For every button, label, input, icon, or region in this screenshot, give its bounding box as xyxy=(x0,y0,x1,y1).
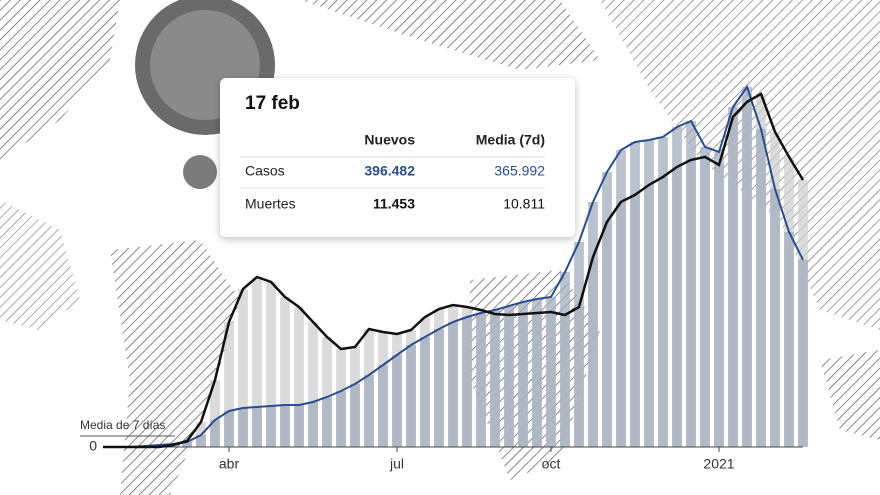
bar xyxy=(378,364,388,447)
bar xyxy=(756,129,766,447)
bar xyxy=(532,298,542,447)
bar xyxy=(322,397,332,447)
bar xyxy=(574,241,584,447)
row-label: Muertes xyxy=(245,196,296,212)
bar xyxy=(392,354,402,447)
bar xyxy=(742,86,752,448)
bar xyxy=(728,107,738,448)
bar xyxy=(364,375,374,447)
bar xyxy=(322,336,332,447)
tooltip-title: 17 feb xyxy=(245,93,300,114)
bar xyxy=(602,172,612,447)
column-header: Nuevos xyxy=(364,132,415,148)
bar xyxy=(266,405,276,447)
bar xyxy=(462,316,472,447)
bar xyxy=(294,306,304,447)
bar xyxy=(658,136,668,447)
x-tick-label: jul xyxy=(389,456,404,472)
x-tick-label: 2021 xyxy=(703,456,734,472)
bar xyxy=(714,152,724,448)
bar xyxy=(448,322,458,447)
cell: 365.992 xyxy=(494,163,545,179)
line xyxy=(103,92,805,449)
bar xyxy=(336,391,346,447)
bar xyxy=(182,441,192,447)
bar xyxy=(280,404,290,447)
tooltip: 17 feb Nuevos Media (7d) Casos 396.482 3… xyxy=(220,78,575,237)
cell: 396.482 xyxy=(364,163,415,179)
bar xyxy=(672,127,682,447)
bar xyxy=(798,259,808,447)
bar xyxy=(476,313,486,447)
bar xyxy=(252,407,262,447)
bar xyxy=(308,402,318,447)
bar xyxy=(546,297,556,447)
bar xyxy=(490,309,500,447)
bar xyxy=(294,404,304,447)
bar xyxy=(686,120,696,447)
bar xyxy=(210,379,220,447)
bar xyxy=(238,407,248,447)
bar xyxy=(350,384,360,447)
bar xyxy=(434,329,444,447)
bar xyxy=(616,150,626,447)
bar xyxy=(224,321,234,447)
bar xyxy=(210,420,220,447)
x-tick-label: abr xyxy=(219,456,240,472)
bar xyxy=(504,306,514,447)
x-tick-label: oct xyxy=(542,456,561,472)
annotation: Media de 7 días xyxy=(80,418,165,432)
bar xyxy=(560,272,570,447)
bar xyxy=(238,288,248,447)
row-label: Casos xyxy=(245,163,285,179)
bar xyxy=(252,276,262,447)
bar xyxy=(280,296,290,447)
bar xyxy=(700,147,710,447)
line xyxy=(103,84,804,448)
bar xyxy=(406,345,416,447)
plot: 0 abr jul oct 2021 xyxy=(89,84,808,472)
bar xyxy=(588,202,598,447)
cell: 10.811 xyxy=(503,196,545,212)
cell: 11.453 xyxy=(373,196,415,212)
bar xyxy=(224,411,234,447)
bar xyxy=(266,281,276,447)
column-header: Media (7d) xyxy=(476,132,545,148)
bar xyxy=(644,140,654,447)
y-tick-label: 0 xyxy=(89,438,97,454)
bar xyxy=(196,434,206,447)
bar xyxy=(518,302,528,447)
bar xyxy=(770,189,780,447)
bar xyxy=(420,336,430,447)
bar xyxy=(784,232,794,447)
bar xyxy=(630,142,640,448)
bar xyxy=(308,321,318,447)
